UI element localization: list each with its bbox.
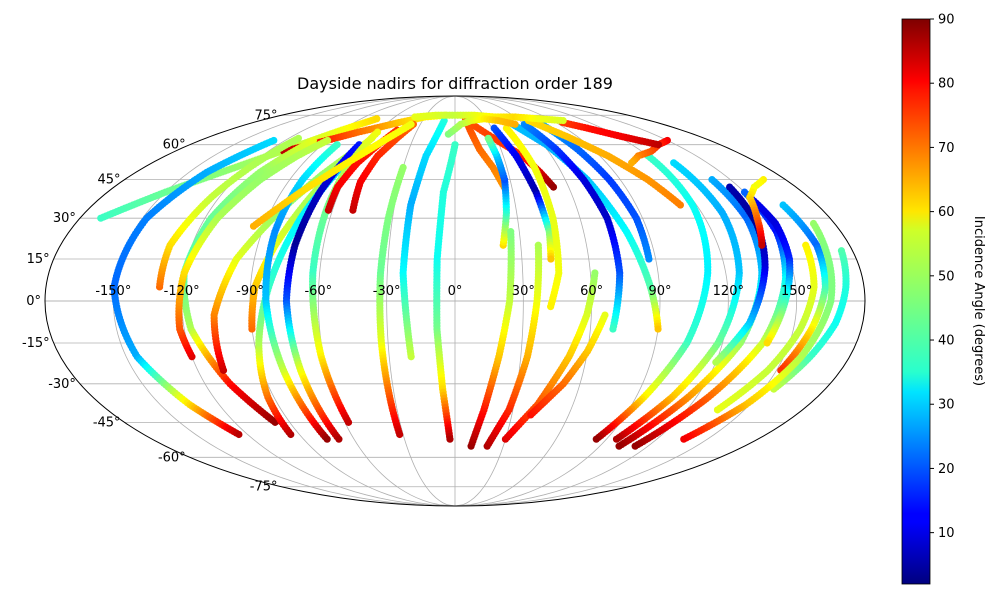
ground-track	[262, 141, 341, 443]
data-point	[344, 418, 353, 426]
scatter-points	[97, 111, 850, 450]
latitude-tick-label: 45°	[98, 173, 121, 188]
latitude-tick-label: -15°	[22, 336, 50, 351]
latitude-tick-label: -45°	[93, 415, 121, 430]
ground-track	[282, 141, 363, 443]
data-point	[323, 435, 331, 443]
longitude-tick-label: -60°	[304, 284, 332, 299]
data-point	[763, 339, 771, 347]
colorbar: 10 20 30 40 50 60 70 80 90 Incidence Angle (degr…	[901, 13, 986, 585]
longitude-tick-label: 0°	[448, 284, 463, 299]
data-point	[407, 120, 415, 128]
data-point	[484, 134, 492, 142]
data-point	[676, 201, 685, 209]
data-point	[758, 241, 766, 249]
latitude-tick-label: -60°	[158, 450, 186, 465]
data-point	[601, 311, 609, 319]
data-point	[559, 116, 567, 125]
colorbar-label: Incidence Angle (degrees)	[971, 216, 986, 386]
data-point	[547, 303, 555, 311]
data-point	[407, 353, 415, 361]
data-point	[645, 255, 653, 263]
data-point	[628, 159, 636, 167]
latitude-tick-label: -30°	[48, 377, 76, 392]
map-area: -150° -120° -90° -60° -30° 0° 30° 60° 90° 120° 150…	[22, 95, 866, 507]
data-point	[612, 435, 621, 443]
longitude-tick-label: 30°	[512, 284, 535, 299]
data-point	[680, 435, 688, 443]
data-point	[631, 442, 639, 450]
data-point	[592, 435, 600, 443]
data-point	[654, 325, 662, 333]
colorbar-tick-label: 30	[938, 398, 955, 413]
data-point	[446, 435, 454, 443]
colorbar-tick-label: 40	[938, 334, 955, 349]
data-point	[534, 241, 542, 249]
colorbar-ticks: 10 20 30 40 50 60 70 80 90	[930, 13, 955, 541]
data-point	[396, 430, 404, 439]
chart-title: Dayside nadirs for diffraction order 189	[297, 74, 613, 93]
longitude-tick-label: 60°	[580, 284, 603, 299]
data-point	[335, 435, 343, 443]
longitude-tick-label: -30°	[373, 284, 401, 299]
longitude-tick-label: -90°	[236, 284, 264, 299]
data-point	[713, 406, 722, 414]
data-point	[615, 442, 623, 450]
colorbar-gradient	[901, 18, 931, 585]
colorbar-tick-label: 10	[938, 526, 955, 541]
data-point	[373, 115, 381, 123]
data-point	[549, 183, 558, 191]
latitude-tick-label: -75°	[250, 480, 278, 495]
data-point	[294, 134, 302, 142]
latitude-tick-label: 30°	[53, 211, 76, 226]
data-point	[609, 325, 617, 333]
longitude-tick-label: 90°	[648, 284, 671, 299]
colorbar-tick-label: 20	[938, 462, 955, 477]
colorbar-tick-label: 60	[938, 205, 955, 220]
colorbar-tick-label: 90	[938, 13, 955, 28]
latitude-tick-label: 15°	[27, 252, 50, 267]
latitude-tick-label: 60°	[163, 138, 186, 153]
colorbar-tick-label: 70	[938, 141, 955, 156]
longitude-tick-label: 120°	[713, 284, 744, 299]
longitude-tick-label: 150°	[781, 284, 812, 299]
longitude-tick-label: -150°	[95, 284, 131, 299]
data-point	[712, 358, 720, 366]
longitude-tick-label: -120°	[164, 284, 200, 299]
ground-track	[155, 134, 302, 291]
latitude-tick-label: 75°	[254, 108, 277, 123]
data-point	[507, 228, 515, 236]
latitude-tick-label: 0°	[26, 294, 41, 309]
colorbar-tick-label: 80	[938, 77, 955, 92]
ground-track	[110, 136, 278, 439]
data-point	[511, 120, 519, 128]
data-point	[547, 255, 555, 263]
colorbar-tick-label: 50	[938, 269, 955, 284]
data-point	[235, 430, 243, 439]
ground-track	[484, 134, 511, 249]
data-point	[591, 269, 599, 277]
data-point	[323, 136, 332, 145]
ground-track	[175, 136, 332, 361]
